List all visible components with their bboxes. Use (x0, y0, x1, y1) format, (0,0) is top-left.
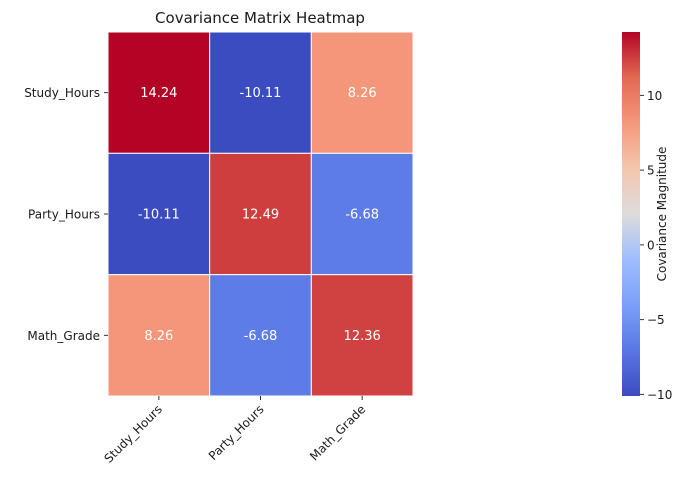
row-tick-label: Party_Hours (28, 208, 100, 222)
row-tick-label: Study_Hours (24, 86, 100, 100)
heatmap-cell (310, 152, 414, 276)
heatmap-cell (209, 152, 312, 276)
colorbar-tick-label: 0 (647, 238, 655, 252)
heatmap-cells: 14.24 -10.11 8.26 -10.11 12.49 -6.68 8.26 -6.68… (107, 31, 414, 397)
colorbar-ticks: −10 −5 0 5 10 (640, 89, 672, 402)
colorbar-tick-label: −10 (647, 388, 672, 402)
cell-value-label: -10.11 (138, 208, 180, 223)
cell-value-label: -10.11 (240, 86, 282, 101)
colorbar-tick-label: −5 (647, 313, 665, 327)
column-tick-label: Math_Grade (307, 402, 368, 463)
heatmap-cell (310, 31, 414, 154)
column-tick-labels: Study_Hours Party_Hours Math_Grade (101, 396, 368, 466)
cell-value-label: 12.49 (242, 208, 279, 223)
column-tick-label: Party_Hours (206, 402, 267, 463)
cell-value-label: 14.24 (140, 86, 177, 101)
heatmap-cell (107, 152, 211, 276)
row-tick-label: Math_Grade (27, 329, 100, 343)
chart-title: Covariance Matrix Heatmap (155, 9, 365, 27)
cell-value-label: -6.68 (244, 329, 278, 344)
column-tick-label: Study_Hours (101, 402, 165, 466)
heatmap-cell (209, 31, 312, 154)
cell-value-label: -6.68 (345, 208, 379, 223)
colorbar-tick-label: 5 (647, 164, 655, 178)
heatmap-cell (107, 31, 211, 154)
colorbar (622, 32, 640, 396)
cell-value-label: 12.36 (344, 329, 381, 344)
cell-value-label: 8.26 (348, 86, 377, 101)
colorbar-tick-label: 10 (647, 89, 662, 103)
colorbar-label: Covariance Magnitude (655, 147, 669, 282)
cell-value-label: 8.26 (144, 329, 173, 344)
heatmap-cell (209, 274, 312, 397)
row-tick-labels: Study_Hours Party_Hours Math_Grade (24, 86, 108, 343)
